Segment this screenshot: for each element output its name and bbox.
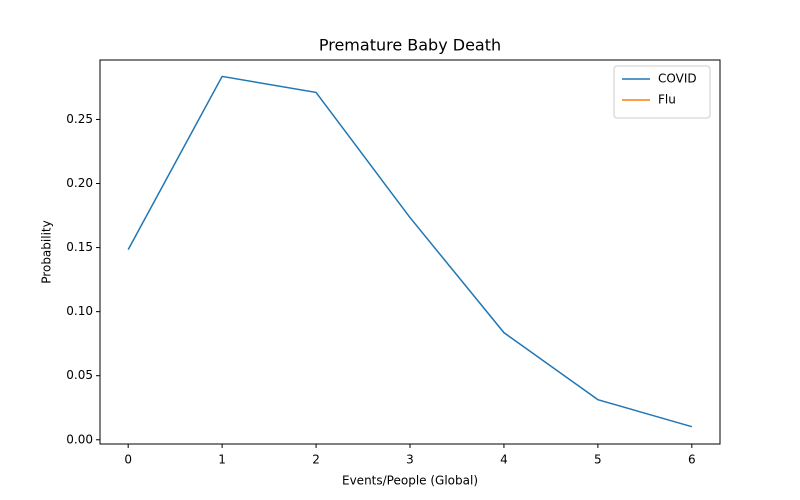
x-tick-label: 3 [406,453,414,467]
x-tick-label: 1 [218,453,226,467]
x-tick-label: 5 [594,453,602,467]
y-axis-label: Probability [40,220,54,283]
x-tick-label: 6 [688,453,696,467]
line-series [127,75,693,428]
y-tick-label: 0.20 [66,176,93,190]
x-tick-label: 0 [124,453,132,467]
y-tick-label: 0.05 [66,368,93,382]
x-axis-label: Events/People (Global) [342,474,478,488]
chart-title: Premature Baby Death [319,36,501,55]
x-tick-label: 2 [312,453,320,467]
y-tick-label: 0.10 [66,304,93,318]
legend-label: COVID [658,72,697,86]
y-tick-label: 0.15 [66,240,93,254]
y-tick-label: 0.25 [66,112,93,126]
x-tick-label: 4 [500,453,508,467]
legend-label: Flu [658,93,676,107]
y-tick-label: 0.00 [66,432,93,446]
